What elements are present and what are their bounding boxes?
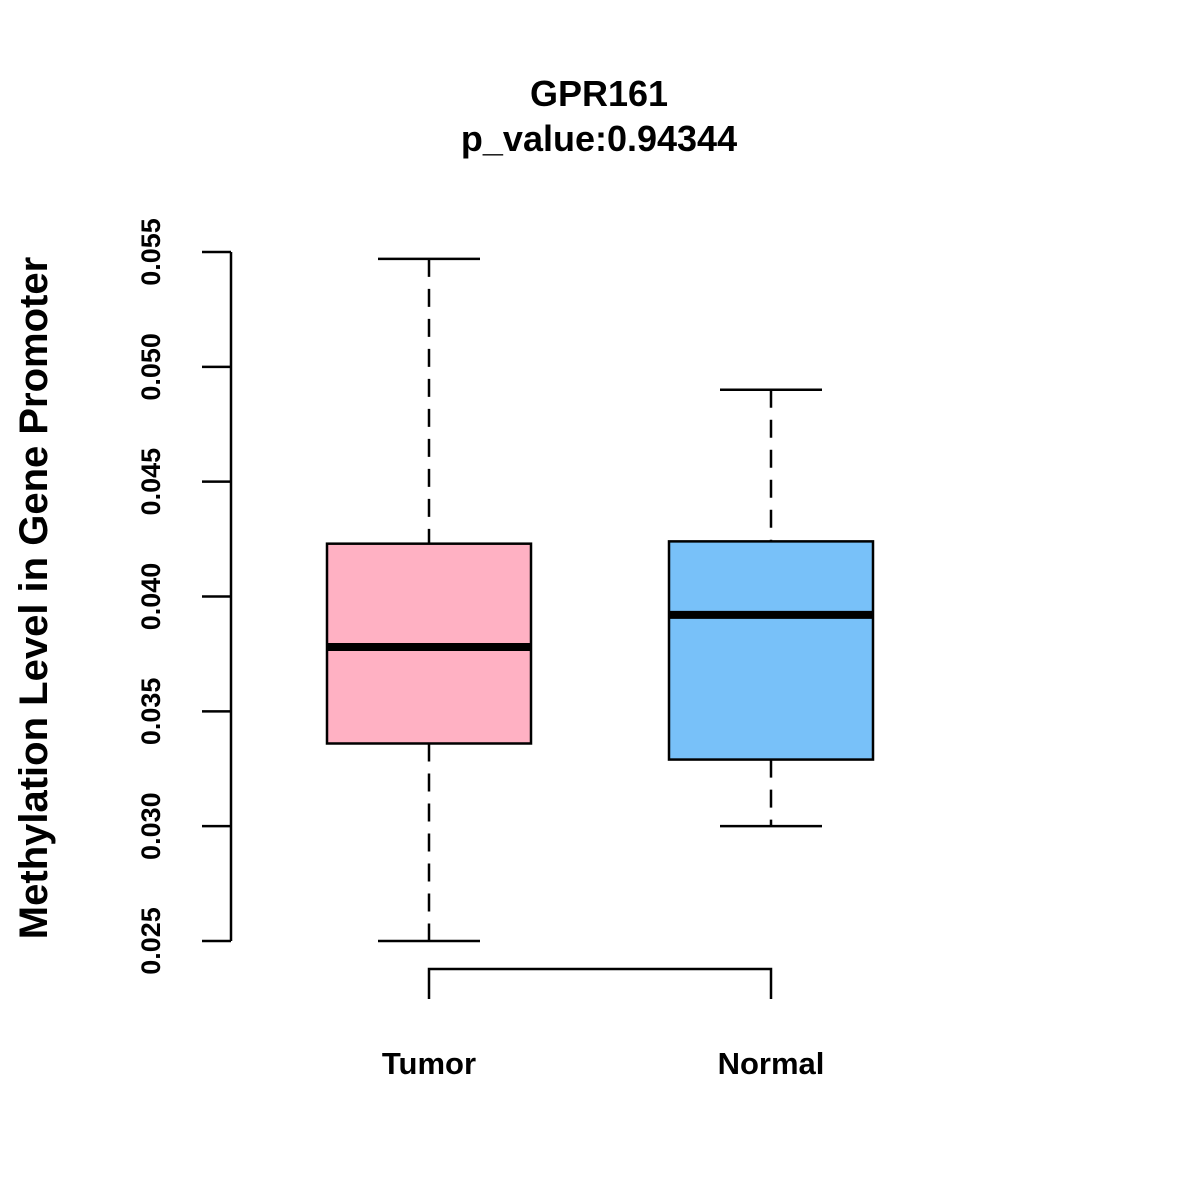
x-axis-labels: Tumor Normal [382,1046,824,1081]
x-label-normal: Normal [718,1046,825,1081]
y-axis-label: Methylation Level in Gene Promoter [12,257,56,939]
iqr-box [667,540,875,761]
y-tick-label: 0.025 [136,907,166,975]
y-tick-label: 0.055 [136,218,166,286]
y-tick-label: 0.035 [136,678,166,746]
y-tick-label: 0.045 [136,448,166,516]
chart-title: GPR161 [530,73,668,114]
x-label-tumor: Tumor [382,1046,476,1081]
y-tick-label: 0.040 [136,563,166,631]
bracket-line [427,967,773,999]
box-group [325,257,875,943]
chart-subtitle: p_value:0.94344 [461,118,737,159]
box-normal [667,388,875,828]
significance-bracket [427,967,773,999]
box-tumor [325,257,533,943]
y-axis: 0.025 0.030 0.035 0.040 0.045 0.050 0.055 [136,218,233,975]
y-tick-label: 0.050 [136,333,166,401]
y-tick-label: 0.030 [136,792,166,860]
